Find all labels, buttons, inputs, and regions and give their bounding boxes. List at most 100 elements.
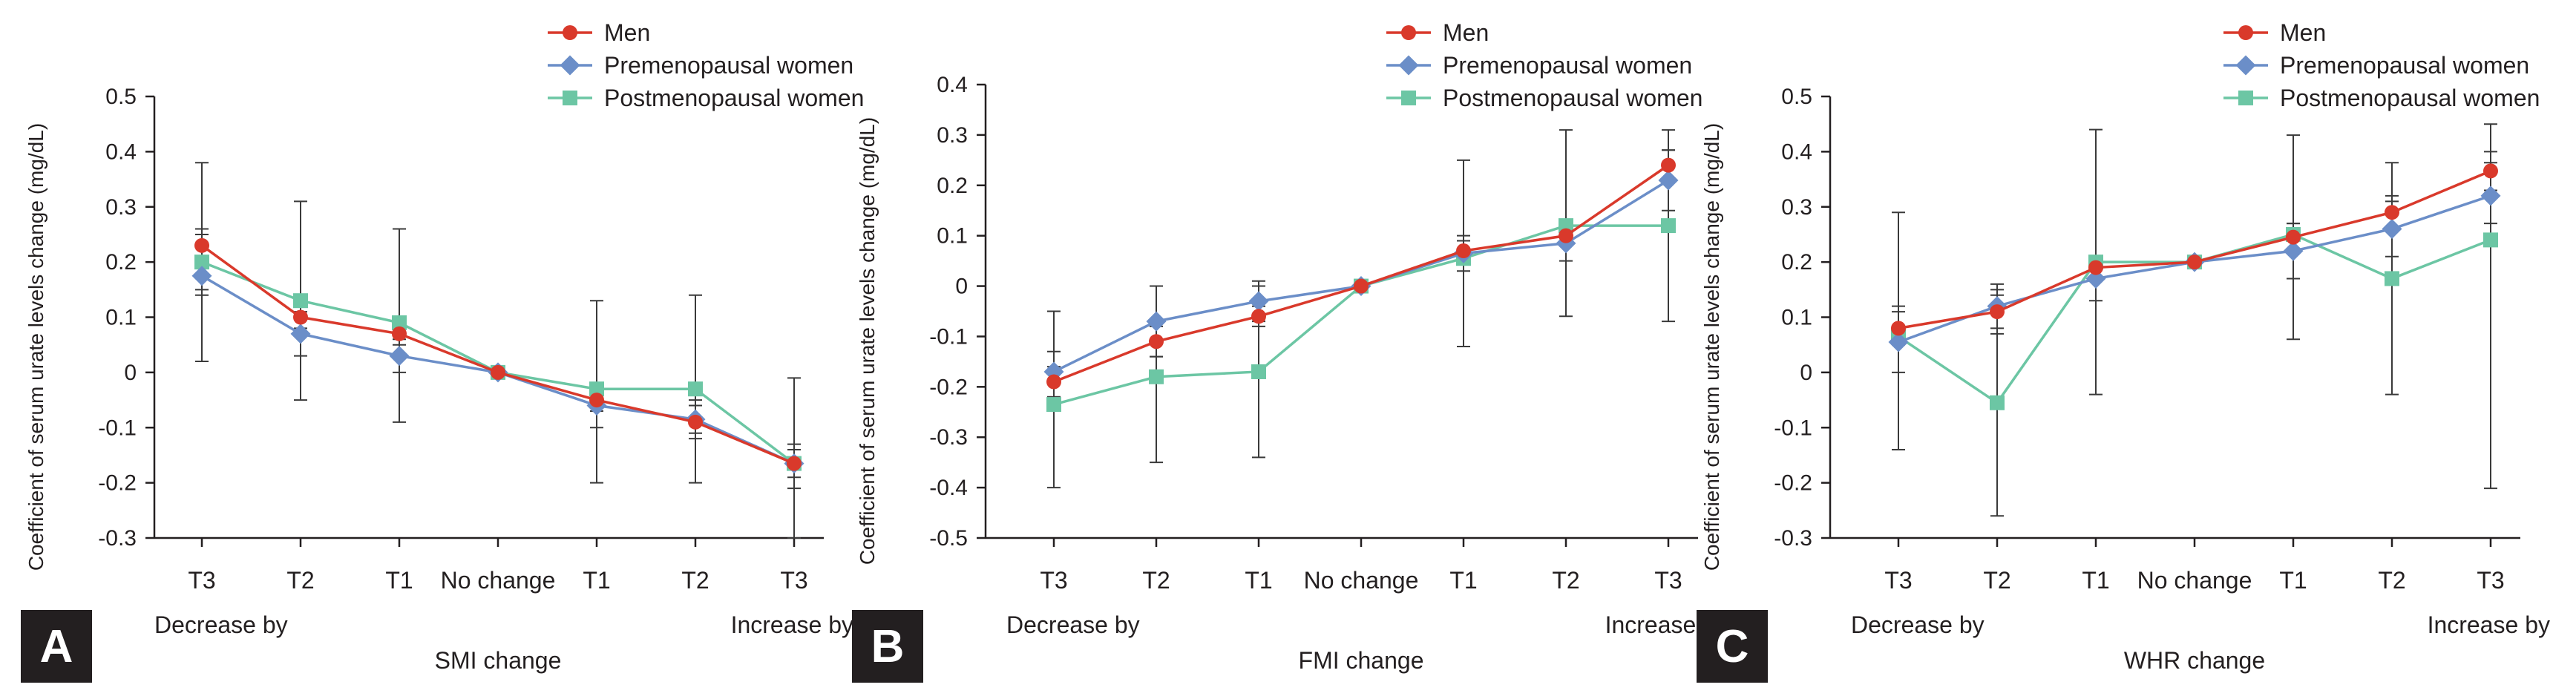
- series-line: [1053, 164, 1669, 384]
- x-tick-label: No change: [2137, 567, 2252, 594]
- data-point: [1891, 321, 1906, 336]
- data-point: [1456, 243, 1471, 259]
- y-tick-label: -0.2: [1774, 471, 1812, 496]
- y-tick-label: -0.4: [929, 476, 968, 500]
- panel-letter-box: [1697, 610, 1768, 683]
- data-point: [2480, 186, 2501, 206]
- legend-marker: [2235, 55, 2256, 76]
- data-point: [1251, 364, 1266, 379]
- x-tick-label: T3: [780, 567, 807, 594]
- legend-marker: [560, 55, 580, 76]
- data-point: [2088, 260, 2103, 275]
- series-line: [200, 244, 795, 465]
- x-tick-label: T3: [1654, 567, 1682, 594]
- legend-label: Premenopausal women: [2280, 52, 2529, 79]
- series-2: [1046, 218, 1676, 413]
- y-tick-label: 0.1: [105, 306, 137, 330]
- data-point: [293, 293, 308, 309]
- legend-label: Postmenopausal women: [2280, 85, 2540, 111]
- x-tick-label: No change: [1304, 567, 1419, 594]
- y-tick-label: 0.5: [1781, 85, 1812, 109]
- panel-letter-box: [852, 610, 923, 683]
- increase-by-label: Increase by: [731, 611, 853, 638]
- y-tick-label: 0.3: [1781, 195, 1812, 220]
- y-tick-label: -0.3: [929, 425, 968, 450]
- x-tick-label: T2: [2378, 567, 2405, 594]
- y-tick-label: -0.1: [98, 416, 137, 440]
- data-point: [194, 237, 209, 253]
- legend-label: Men: [604, 19, 650, 46]
- y-tick-label: -0.1: [929, 324, 968, 349]
- data-point: [2085, 268, 2106, 289]
- legend-label: Premenopausal women: [1443, 52, 1692, 79]
- y-tick-label: 0: [124, 361, 137, 385]
- y-tick-label: -0.2: [98, 471, 137, 496]
- y-tick-label: 0: [955, 275, 968, 299]
- y-axis-title: Coefficient of serum urate levels change…: [856, 117, 879, 565]
- y-axis-title: Coefficient of serum urate levels change…: [24, 123, 47, 571]
- data-point: [191, 266, 212, 286]
- data-point: [2483, 232, 2498, 248]
- data-point: [589, 381, 604, 397]
- increase-by-label: Increase by: [2428, 611, 2550, 638]
- error-bars-2: [1047, 129, 1675, 489]
- decrease-by-label: Decrease by: [1851, 611, 1985, 638]
- series-line: [1898, 169, 2491, 330]
- x-tick-label: T2: [1142, 567, 1170, 594]
- data-point: [2385, 205, 2399, 220]
- x-tick-label: T3: [1884, 567, 1912, 594]
- y-tick-label: 0.3: [105, 195, 137, 220]
- series-1: [1043, 170, 1679, 382]
- data-point: [2385, 271, 2399, 286]
- data-point: [1658, 170, 1679, 191]
- legend: Men Premenopausal women Postmenopausal wom…: [548, 19, 864, 111]
- x-axis-title: SMI change: [435, 647, 562, 674]
- legend-label: Men: [1443, 19, 1489, 46]
- legend-label: Postmenopausal women: [1443, 85, 1702, 111]
- series-0: [1891, 163, 2498, 336]
- y-tick-label: 0: [1800, 361, 1812, 385]
- legend-marker: [1401, 91, 1416, 105]
- x-tick-label: T2: [681, 567, 709, 594]
- x-tick-label: T2: [286, 567, 314, 594]
- data-point: [1251, 309, 1266, 324]
- x-tick-label: T3: [1040, 567, 1067, 594]
- legend: Men Premenopausal women Postmenopausal wom…: [2223, 19, 2540, 111]
- x-axis-title: WHR change: [2124, 647, 2265, 674]
- data-point: [688, 381, 703, 397]
- y-tick-label: 0.1: [937, 224, 968, 249]
- legend-marker: [1401, 25, 1416, 40]
- data-point: [2382, 219, 2402, 239]
- y-tick-label: -0.3: [1774, 526, 1812, 551]
- panel-letter: A: [40, 621, 73, 672]
- panel-letter: C: [1716, 621, 1749, 672]
- legend-marker: [2238, 25, 2253, 40]
- legend: Men Premenopausal women Postmenopausal wom…: [1386, 19, 1702, 111]
- x-tick-label: T2: [1552, 567, 1579, 594]
- x-tick-label: T2: [1983, 567, 2010, 594]
- legend-marker: [563, 91, 577, 105]
- panel-letter-box: [21, 610, 92, 683]
- y-tick-label: 0.4: [1781, 140, 1812, 164]
- data-point: [589, 393, 604, 408]
- y-tick-label: 0.4: [105, 140, 137, 164]
- x-tick-label: T1: [583, 567, 610, 594]
- y-tick-label: 0.1: [1781, 306, 1812, 330]
- series-line: [1053, 224, 1668, 406]
- data-point: [389, 346, 410, 367]
- data-point: [688, 414, 703, 430]
- data-point: [1046, 374, 1061, 390]
- data-point: [1046, 397, 1061, 413]
- x-tick-label: T1: [1449, 567, 1477, 594]
- legend-label: Premenopausal women: [604, 52, 853, 79]
- data-point: [1149, 369, 1164, 384]
- panel-c: 0.5 0.4 0.3 0.2 0.1 0 -0.1 -0.2 -0.3 T3 T2 T1 No cha…: [1697, 19, 2550, 683]
- y-tick-label: 0.5: [105, 85, 137, 109]
- panel-b: 0.4 0.3 0.2 0.1 0 -0.1 -0.2 -0.3 -0.4 -0.5 T3 T2 T1 N…: [852, 19, 1728, 683]
- data-point: [392, 326, 407, 341]
- x-tick-label: T1: [385, 567, 413, 594]
- x-tick-label: T1: [2279, 567, 2307, 594]
- y-tick-label: 0.2: [1781, 250, 1812, 275]
- x-tick-label: T1: [1245, 567, 1272, 594]
- panel-letter: B: [871, 621, 905, 672]
